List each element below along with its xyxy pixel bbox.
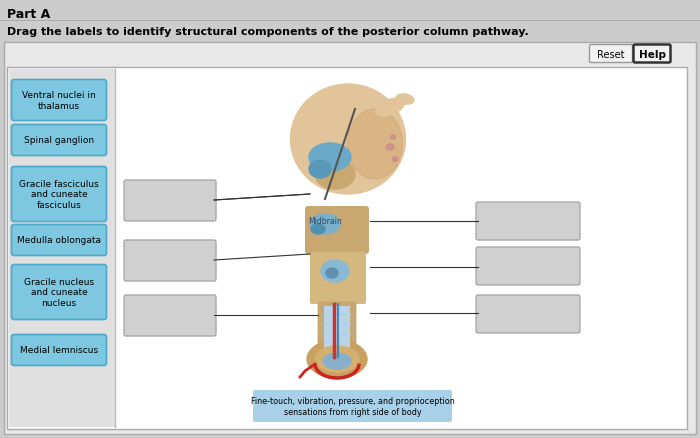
Text: Drag the labels to identify structural components of the posterior column pathwa: Drag the labels to identify structural c… <box>7 27 528 37</box>
Text: Gracile nucleus
and cuneate
nucleus: Gracile nucleus and cuneate nucleus <box>24 277 94 307</box>
Ellipse shape <box>321 261 349 283</box>
Ellipse shape <box>307 340 367 378</box>
FancyBboxPatch shape <box>9 70 115 427</box>
FancyBboxPatch shape <box>11 80 106 121</box>
Text: Medulla oblongata: Medulla oblongata <box>17 236 101 245</box>
FancyBboxPatch shape <box>318 302 356 361</box>
Ellipse shape <box>290 85 405 194</box>
FancyBboxPatch shape <box>634 46 671 64</box>
FancyBboxPatch shape <box>11 125 106 156</box>
Text: Gracile fasciculus
and cuneate
fasciculus: Gracile fasciculus and cuneate fasciculu… <box>19 180 99 209</box>
Ellipse shape <box>310 215 340 234</box>
Ellipse shape <box>309 144 351 172</box>
FancyBboxPatch shape <box>476 247 580 285</box>
FancyBboxPatch shape <box>11 265 106 320</box>
FancyBboxPatch shape <box>4 43 696 434</box>
FancyBboxPatch shape <box>310 252 366 304</box>
FancyBboxPatch shape <box>7 68 687 429</box>
Ellipse shape <box>326 268 338 279</box>
FancyBboxPatch shape <box>476 295 580 333</box>
Ellipse shape <box>309 161 331 179</box>
Ellipse shape <box>347 110 402 180</box>
Text: Reset: Reset <box>597 50 624 60</box>
FancyBboxPatch shape <box>124 295 216 336</box>
FancyBboxPatch shape <box>476 202 580 240</box>
FancyBboxPatch shape <box>589 46 633 64</box>
Text: Midbrain: Midbrain <box>308 217 342 226</box>
Ellipse shape <box>391 136 395 140</box>
Ellipse shape <box>311 225 325 234</box>
Text: Spinal ganglion: Spinal ganglion <box>24 136 94 145</box>
Text: Medial lemniscus: Medial lemniscus <box>20 346 98 355</box>
Ellipse shape <box>376 99 405 117</box>
FancyBboxPatch shape <box>324 306 350 357</box>
FancyBboxPatch shape <box>11 167 106 222</box>
FancyBboxPatch shape <box>11 225 106 256</box>
Text: Part A: Part A <box>7 8 50 21</box>
Text: Fine-touch, vibration, pressure, and proprioception
sensations from right side o: Fine-touch, vibration, pressure, and pro… <box>251 396 454 416</box>
Ellipse shape <box>386 145 394 151</box>
Ellipse shape <box>315 159 355 190</box>
Ellipse shape <box>323 353 351 369</box>
FancyBboxPatch shape <box>253 390 452 422</box>
FancyBboxPatch shape <box>124 240 216 281</box>
Ellipse shape <box>396 95 414 105</box>
Text: Help: Help <box>638 50 666 60</box>
Ellipse shape <box>392 157 398 162</box>
FancyBboxPatch shape <box>305 207 369 254</box>
Ellipse shape <box>315 346 359 372</box>
FancyBboxPatch shape <box>124 180 216 222</box>
Text: Ventral nuclei in
thalamus: Ventral nuclei in thalamus <box>22 91 96 110</box>
FancyBboxPatch shape <box>11 335 106 366</box>
